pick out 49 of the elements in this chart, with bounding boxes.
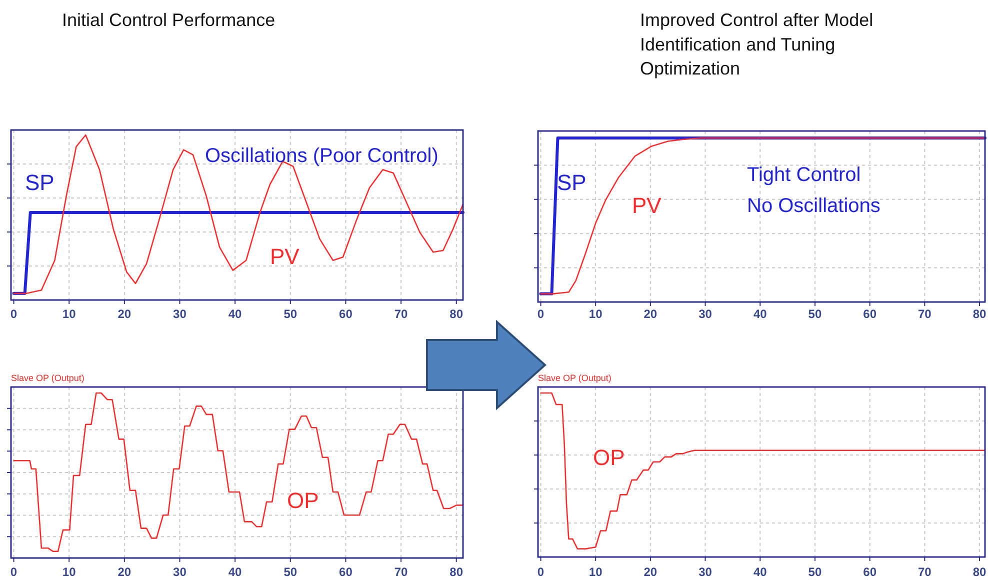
series-label: PV <box>632 193 662 218</box>
x-tick-label: 0 <box>537 307 544 321</box>
x-tick-label: 80 <box>972 307 987 321</box>
x-tick-label: 50 <box>284 565 298 579</box>
x-tick-label: 80 <box>450 565 464 579</box>
x-tick-label: 20 <box>644 565 658 579</box>
x-tick-label: 20 <box>644 307 658 321</box>
x-tick-label: 30 <box>698 307 712 321</box>
x-tick-label: 10 <box>62 307 76 321</box>
annotation: Oscillations (Poor Control) <box>205 145 438 167</box>
x-tick-label: 70 <box>394 565 408 579</box>
chart-title: Slave OP (Output) <box>11 373 84 383</box>
x-tick-label: 40 <box>753 565 768 579</box>
x-tick-label: 60 <box>339 565 353 579</box>
x-tick-label: 10 <box>62 565 76 579</box>
x-tick-label: 50 <box>808 307 822 321</box>
x-tick-label: 20 <box>118 565 132 579</box>
series-label: SP <box>25 170 54 195</box>
x-tick-label: 0 <box>10 565 18 579</box>
x-tick-label: 0 <box>10 307 18 321</box>
chart-title: Improved Control after Model Identification and Tuning Optimization <box>640 10 874 79</box>
x-tick-label: 60 <box>863 565 877 579</box>
x-tick-label: 10 <box>588 565 603 579</box>
x-tick-label: 10 <box>588 307 603 321</box>
x-tick-label: 40 <box>228 307 242 321</box>
x-tick-label: 30 <box>173 307 187 321</box>
x-tick-label: 70 <box>918 565 932 579</box>
x-tick-label: 0 <box>537 565 544 579</box>
x-tick-label: 40 <box>228 565 242 579</box>
series-label: OP <box>287 488 319 513</box>
series-label: OP <box>593 445 625 470</box>
series-label: PV <box>270 244 300 269</box>
x-tick-label: 30 <box>698 565 712 579</box>
series-label: SP <box>557 170 586 195</box>
annotation: Tight Control <box>747 164 861 186</box>
x-tick-label: 20 <box>118 307 132 321</box>
x-tick-label: 70 <box>918 307 932 321</box>
x-tick-label: 60 <box>863 307 877 321</box>
x-tick-label: 60 <box>339 307 353 321</box>
x-tick-label: 50 <box>284 307 298 321</box>
x-tick-label: 80 <box>450 307 464 321</box>
x-tick-label: 50 <box>808 565 822 579</box>
annotation: No Oscillations <box>747 195 880 217</box>
x-tick-label: 30 <box>173 565 187 579</box>
chart-title: Initial Control Performance <box>62 10 276 30</box>
x-tick-label: 70 <box>394 307 408 321</box>
x-tick-label: 80 <box>972 565 987 579</box>
x-tick-label: 40 <box>753 307 768 321</box>
chart-title: Slave OP (Output) <box>538 373 612 383</box>
